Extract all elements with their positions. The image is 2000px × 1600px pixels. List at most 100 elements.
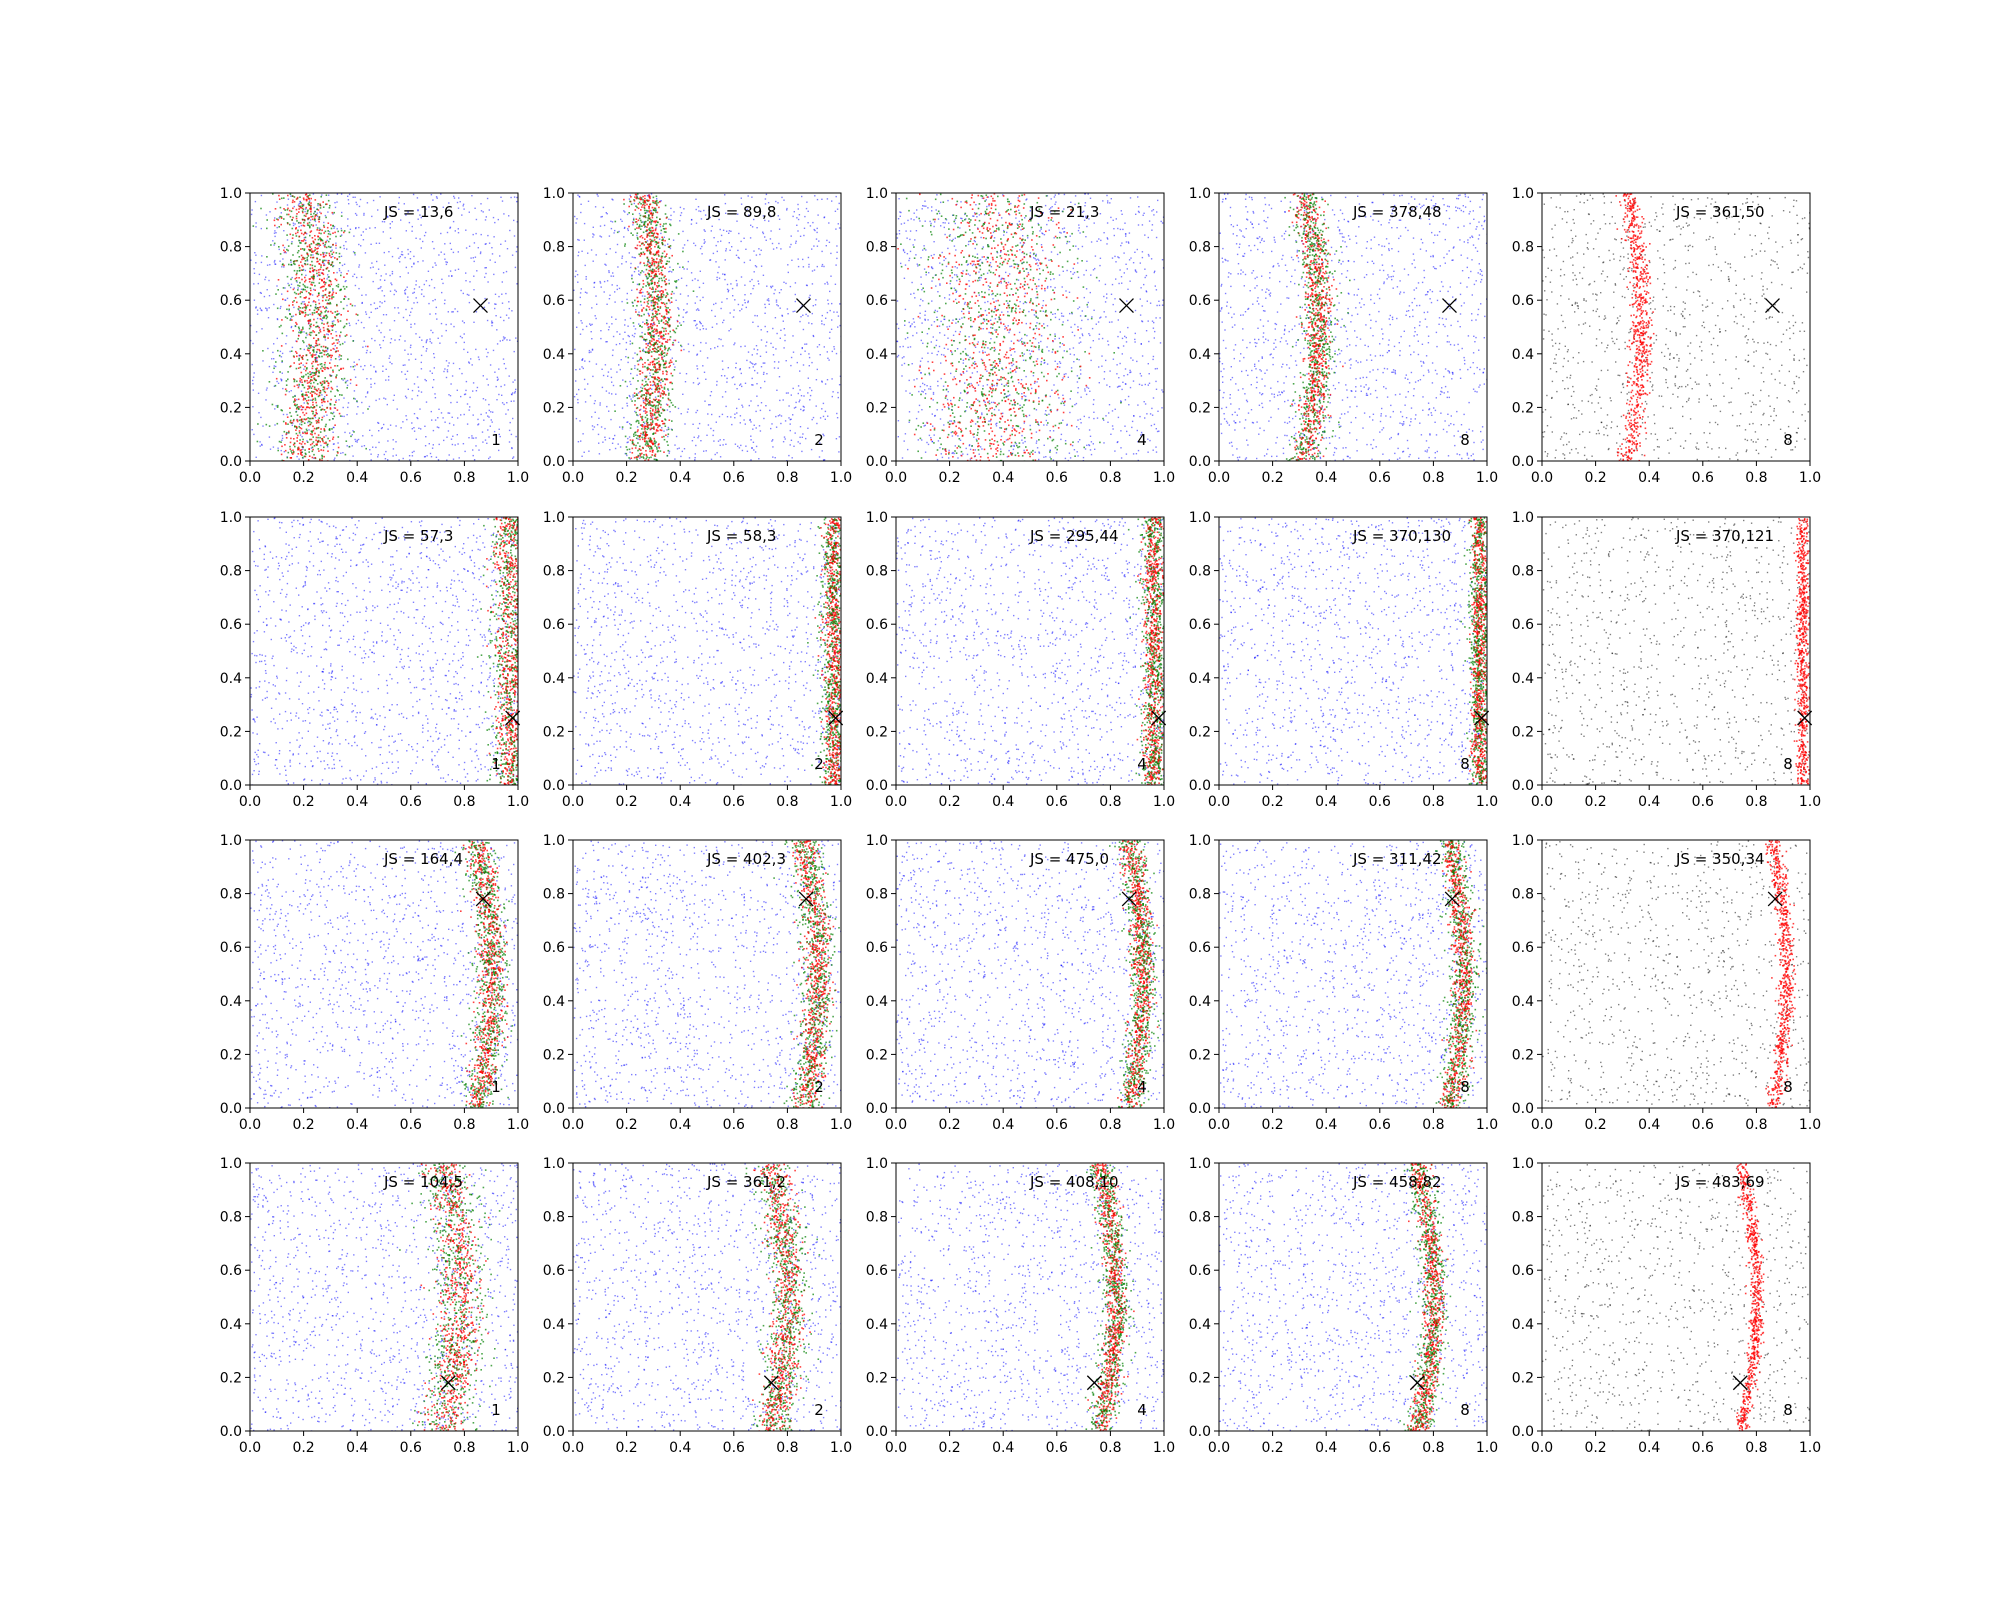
green-cluster-point <box>632 213 634 215</box>
noise-point <box>704 400 706 402</box>
noise-point <box>697 206 700 208</box>
red-cluster-point <box>326 367 328 369</box>
noise-point <box>380 347 382 349</box>
noise-point <box>658 238 661 240</box>
noise-point <box>699 350 702 352</box>
red-cluster-point <box>337 339 339 341</box>
green-cluster-point <box>316 252 318 255</box>
green-cluster-point <box>316 272 318 275</box>
red-cluster-point <box>314 301 317 303</box>
green-cluster-point <box>661 296 664 298</box>
green-cluster-point <box>318 375 320 378</box>
green-cluster-point <box>278 326 281 328</box>
noise-point <box>809 387 811 389</box>
red-cluster-point <box>650 235 653 237</box>
green-cluster-point <box>332 296 335 298</box>
red-cluster-point <box>323 429 326 431</box>
noise-point <box>789 246 791 248</box>
noise-point <box>646 211 648 213</box>
noise-point <box>510 433 513 436</box>
green-cluster-point <box>626 448 629 451</box>
red-cluster-point <box>321 272 323 274</box>
noise-point <box>503 319 505 322</box>
red-cluster-point <box>314 359 317 361</box>
green-cluster-point <box>333 404 336 406</box>
noise-point <box>342 406 344 409</box>
green-cluster-point <box>348 445 351 448</box>
red-cluster-point <box>663 392 665 394</box>
noise-point <box>304 269 307 272</box>
noise-point <box>818 456 821 458</box>
green-cluster-point <box>647 368 649 370</box>
noise-point <box>410 311 412 313</box>
noise-point <box>294 223 296 225</box>
red-cluster-point <box>652 363 654 366</box>
noise-point <box>278 248 280 251</box>
noise-point <box>498 449 500 452</box>
green-cluster-point <box>306 263 309 266</box>
noise-point <box>422 260 424 262</box>
noise-point <box>393 394 395 396</box>
noise-point <box>811 312 813 315</box>
green-cluster-point <box>666 260 668 263</box>
noise-point <box>822 402 825 405</box>
noise-point <box>425 401 428 403</box>
green-cluster-point <box>647 214 650 216</box>
noise-point <box>459 201 461 203</box>
noise-point <box>789 423 791 425</box>
red-cluster-point <box>660 392 663 395</box>
green-cluster-point <box>265 423 268 426</box>
noise-point <box>352 430 354 432</box>
noise-point <box>606 405 608 408</box>
noise-point <box>513 219 515 222</box>
noise-point <box>801 305 803 307</box>
y-tick-label: 1.0 <box>220 186 242 202</box>
red-cluster-point <box>641 336 644 339</box>
noise-point <box>363 340 365 342</box>
noise-point <box>665 403 668 405</box>
noise-point <box>802 364 805 366</box>
red-cluster-point <box>670 316 672 319</box>
noise-point <box>731 287 734 290</box>
noise-point <box>702 328 705 330</box>
noise-point <box>483 306 486 309</box>
noise-point <box>699 322 701 324</box>
red-cluster-point <box>295 321 297 324</box>
green-cluster-point <box>318 282 321 284</box>
noise-point <box>463 322 465 324</box>
red-cluster-point <box>314 432 316 435</box>
red-cluster-point <box>652 380 655 383</box>
green-cluster-point <box>300 242 302 244</box>
red-cluster-point <box>654 283 656 286</box>
noise-point <box>612 275 615 277</box>
red-cluster-point <box>639 244 641 247</box>
green-cluster-point <box>656 216 658 219</box>
noise-point <box>821 323 823 325</box>
green-cluster-point <box>346 387 348 389</box>
noise-point <box>491 322 494 324</box>
green-cluster-point <box>304 452 307 455</box>
green-cluster-point <box>661 255 664 258</box>
green-cluster-point <box>288 284 290 287</box>
noise-point <box>431 278 433 281</box>
red-cluster-point <box>317 375 319 378</box>
red-cluster-point <box>309 352 311 354</box>
noise-point <box>429 313 431 315</box>
noise-point <box>485 272 487 275</box>
noise-point <box>622 379 624 381</box>
noise-point <box>599 282 602 284</box>
noise-point <box>457 443 459 445</box>
red-cluster-point <box>310 207 312 210</box>
green-cluster-point <box>302 328 304 330</box>
noise-point <box>333 227 335 229</box>
green-cluster-point <box>647 348 650 350</box>
noise-point <box>704 241 706 243</box>
green-cluster-point <box>309 234 311 237</box>
noise-point <box>676 319 678 322</box>
noise-point <box>366 392 369 394</box>
noise-point <box>779 414 781 416</box>
green-cluster-point <box>303 341 305 344</box>
green-cluster-point <box>327 299 330 301</box>
noise-point <box>384 398 387 400</box>
red-cluster-point <box>631 452 634 454</box>
